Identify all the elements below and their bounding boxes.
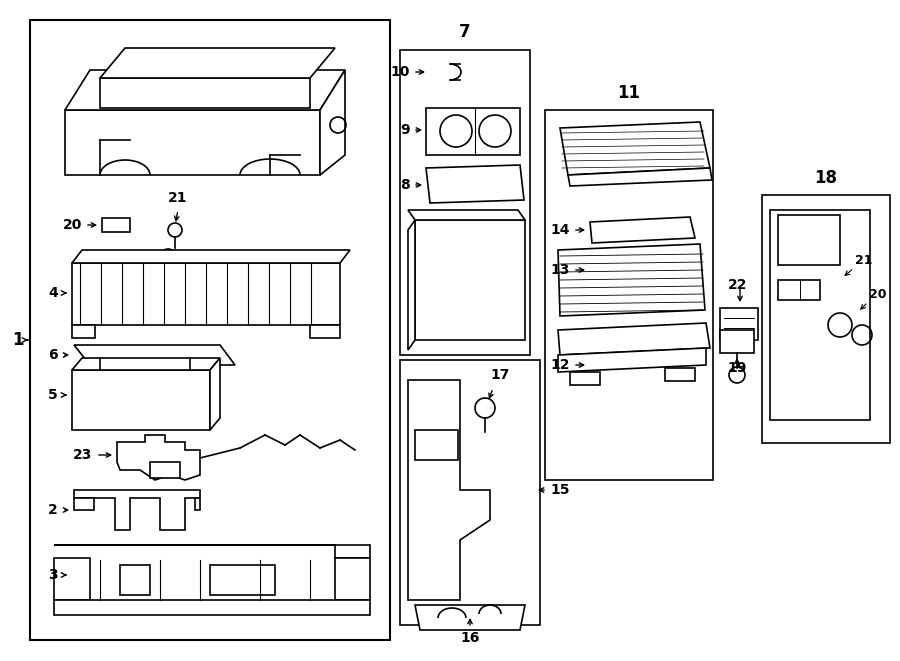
Polygon shape	[720, 330, 754, 353]
Text: 13: 13	[551, 263, 570, 277]
Bar	[762, 195, 890, 443]
Polygon shape	[778, 215, 840, 265]
Polygon shape	[770, 210, 870, 420]
Polygon shape	[74, 498, 94, 510]
Polygon shape	[102, 218, 130, 232]
Text: 20: 20	[63, 218, 82, 232]
Polygon shape	[54, 558, 90, 600]
Polygon shape	[558, 323, 710, 355]
Polygon shape	[100, 48, 335, 78]
Polygon shape	[558, 244, 705, 316]
Polygon shape	[74, 490, 200, 530]
Polygon shape	[778, 280, 820, 300]
Text: 6: 6	[49, 348, 58, 362]
Text: 5: 5	[49, 388, 58, 402]
Text: 16: 16	[460, 631, 480, 645]
Text: 2: 2	[49, 503, 58, 517]
Polygon shape	[210, 358, 220, 430]
Bar	[400, 50, 530, 355]
Polygon shape	[415, 605, 525, 630]
Polygon shape	[120, 565, 150, 595]
Polygon shape	[310, 325, 340, 338]
Polygon shape	[408, 380, 490, 600]
Polygon shape	[720, 308, 758, 340]
Text: 11: 11	[617, 84, 641, 102]
Bar	[400, 360, 540, 625]
Polygon shape	[210, 565, 275, 595]
Polygon shape	[335, 558, 370, 600]
Bar	[545, 110, 713, 480]
Text: 3: 3	[49, 568, 58, 582]
Polygon shape	[665, 368, 695, 381]
Polygon shape	[415, 220, 525, 340]
Polygon shape	[72, 325, 95, 338]
Polygon shape	[65, 70, 345, 110]
Polygon shape	[74, 345, 235, 365]
Polygon shape	[568, 168, 712, 186]
Text: 4: 4	[49, 286, 58, 300]
Text: 8: 8	[400, 178, 410, 192]
Text: 22: 22	[728, 278, 748, 292]
Polygon shape	[560, 122, 710, 175]
Text: 7: 7	[459, 23, 471, 41]
Polygon shape	[72, 263, 340, 325]
Polygon shape	[150, 462, 180, 478]
Polygon shape	[100, 78, 310, 108]
Text: 20: 20	[869, 288, 886, 301]
Text: 23: 23	[73, 448, 92, 462]
Polygon shape	[117, 435, 200, 480]
Text: 21: 21	[168, 191, 188, 205]
Polygon shape	[408, 210, 525, 220]
Text: 18: 18	[814, 169, 838, 187]
Polygon shape	[54, 600, 370, 615]
Polygon shape	[72, 370, 210, 430]
Polygon shape	[65, 110, 320, 175]
Polygon shape	[320, 70, 345, 175]
Text: 12: 12	[551, 358, 570, 372]
Polygon shape	[558, 348, 706, 372]
Polygon shape	[195, 498, 200, 510]
Text: 9: 9	[400, 123, 410, 137]
Polygon shape	[408, 220, 415, 350]
Polygon shape	[426, 165, 524, 203]
Text: 10: 10	[391, 65, 410, 79]
Polygon shape	[426, 108, 520, 155]
Text: 21: 21	[855, 254, 872, 266]
Polygon shape	[570, 372, 600, 385]
Text: 14: 14	[551, 223, 570, 237]
Text: 15: 15	[550, 483, 570, 497]
Text: 17: 17	[491, 368, 509, 382]
Polygon shape	[590, 217, 695, 243]
Polygon shape	[54, 545, 370, 558]
Text: 19: 19	[727, 361, 746, 375]
Polygon shape	[415, 430, 458, 460]
Text: 1: 1	[13, 331, 23, 349]
Bar	[30, 20, 390, 640]
Polygon shape	[72, 250, 350, 263]
Polygon shape	[72, 358, 220, 370]
